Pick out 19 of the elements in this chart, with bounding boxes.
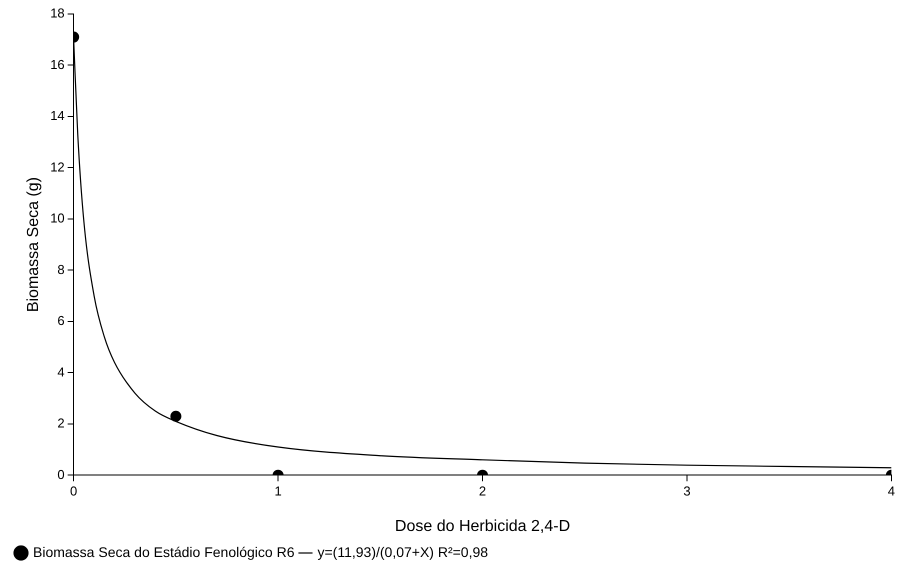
x-tick-label: 1 bbox=[274, 484, 282, 499]
y-tick-label: 0 bbox=[57, 466, 65, 482]
y-axis-title: Biomassa Seca (g) bbox=[25, 177, 42, 312]
y-tick-label: 10 bbox=[50, 210, 65, 226]
x-tick-label: 2 bbox=[478, 484, 486, 499]
x-tick-label: 0 bbox=[70, 484, 78, 499]
x-tick-label: 4 bbox=[888, 484, 895, 499]
x-tick-label: 3 bbox=[683, 484, 691, 499]
y-tick-label: 14 bbox=[50, 108, 65, 124]
y-tick-label: 16 bbox=[50, 56, 65, 72]
y-tick-label: 2 bbox=[57, 416, 65, 431]
y-tick-label: 18 bbox=[50, 6, 65, 21]
y-tick-label: 8 bbox=[57, 262, 65, 277]
legend-label: y=(11,93)/(0,07+X) R²=0,98 bbox=[317, 544, 488, 560]
y-tick-label: 12 bbox=[50, 159, 65, 174]
y-tick-label: 4 bbox=[57, 364, 65, 380]
y-tick-label: 6 bbox=[57, 313, 65, 328]
x-axis-title: Dose do Herbicida 2,4-D bbox=[394, 518, 570, 535]
legend-label: Biomassa Seca do Estádio Fenológico R6 bbox=[33, 544, 295, 560]
